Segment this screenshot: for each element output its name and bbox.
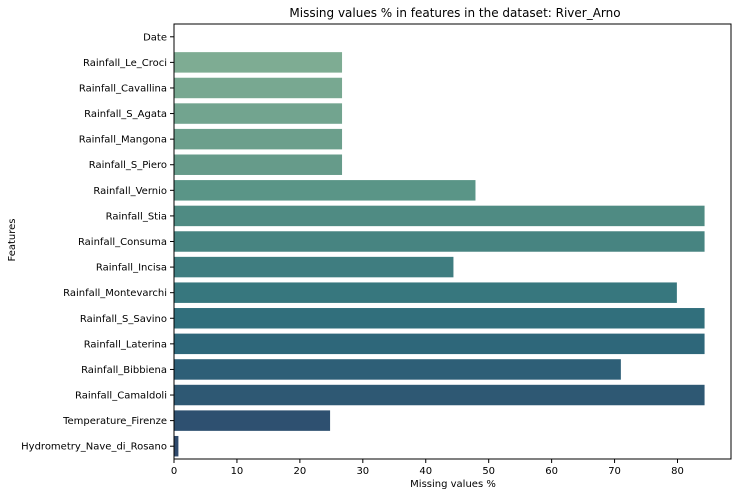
y-tick-label: Rainfall_Vernio <box>93 186 167 197</box>
x-tick-label: 20 <box>294 466 307 477</box>
y-tick-label: Rainfall_Consuma <box>78 237 167 248</box>
x-tick-label: 70 <box>608 466 621 477</box>
y-tick-label: Rainfall_Incisa <box>96 263 167 274</box>
bar-rainfall-s-agata <box>174 103 343 124</box>
y-tick-label: Rainfall_Le_Croci <box>83 58 167 69</box>
bar-rainfall-montevarchi <box>174 282 677 303</box>
bar-rainfall-le-croci <box>174 52 343 73</box>
x-tick-label: 60 <box>545 466 558 477</box>
y-tick-label: Rainfall_S_Piero <box>89 160 167 171</box>
bar-rainfall-consuma <box>174 231 705 252</box>
y-tick-label: Rainfall_Cavallina <box>79 83 167 94</box>
bars-group <box>174 52 705 457</box>
y-tick-label: Rainfall_Bibbiena <box>81 365 167 376</box>
bar-rainfall-stia <box>174 205 705 227</box>
bar-rainfall-mangona <box>174 128 343 150</box>
plot-frame <box>173 23 732 460</box>
bar-rainfall-s-savino <box>174 308 705 329</box>
x-tick-labels: 0 10 20 30 40 50 60 70 80 <box>171 459 684 477</box>
x-tick-label: 30 <box>356 466 369 477</box>
x-tick-label: 10 <box>231 466 244 477</box>
y-tick-label: Date <box>143 32 167 43</box>
x-tick-label: 50 <box>482 466 495 477</box>
bar-temperature-firenze <box>174 410 331 431</box>
y-tick-label: Rainfall_Stia <box>106 211 167 222</box>
y-tick-label: Temperature_Firenze <box>62 416 167 427</box>
y-tick-label: Rainfall_Camaldoli <box>75 391 167 402</box>
x-axis-title: Missing values % <box>410 479 496 490</box>
x-tick-label: 0 <box>171 466 177 477</box>
bar-rainfall-s-piero <box>174 154 343 175</box>
bar-rainfall-cavallina <box>174 77 343 99</box>
y-axis-title: Features <box>7 219 18 262</box>
bar-rainfall-laterina <box>174 333 705 355</box>
y-tick-label: Hydrometry_Nave_di_Rosano <box>21 442 167 453</box>
y-tick-label: Rainfall_Montevarchi <box>63 288 167 299</box>
y-tick-labels: Date Rainfall_Le_Croci Rainfall_Cavallina R… <box>21 32 174 453</box>
bar-hydrometry-nave-di-rosano <box>174 435 179 457</box>
y-tick-label: Rainfall_S_Agata <box>84 109 167 120</box>
bar-rainfall-incisa <box>174 256 454 278</box>
x-tick-label: 80 <box>671 466 684 477</box>
y-tick-label: Rainfall_Mangona <box>79 135 167 146</box>
y-tick-label: Rainfall_S_Savino <box>80 314 167 325</box>
y-tick-label: Rainfall_Laterina <box>84 339 167 350</box>
chart-title: Missing values % in features in the data… <box>289 6 620 20</box>
bar-rainfall-bibbiena <box>174 359 621 380</box>
x-tick-label: 40 <box>419 466 432 477</box>
bar-rainfall-camaldoli <box>174 384 705 406</box>
bar-rainfall-vernio <box>174 180 476 201</box>
